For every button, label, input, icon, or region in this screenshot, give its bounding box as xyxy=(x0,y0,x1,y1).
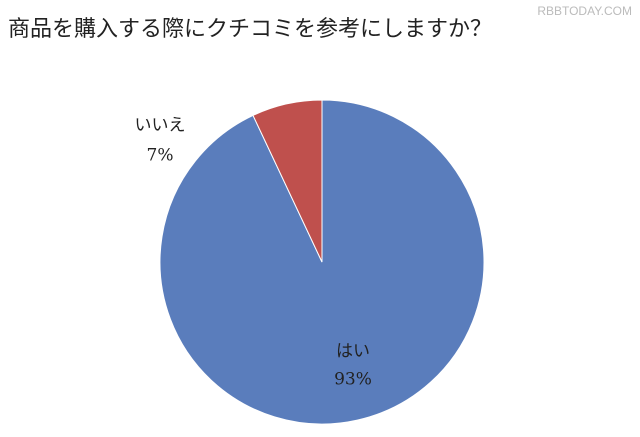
watermark: RBBTODAY.COM xyxy=(537,4,632,18)
pie-slice xyxy=(252,99,323,263)
slice-label: はい xyxy=(336,342,370,362)
value-label: 7% xyxy=(147,146,174,166)
chart-title: 商品を購入する際にクチコミを参考にしますか？ xyxy=(8,17,492,42)
slice-label: いいえ xyxy=(135,116,186,136)
value-label: 93% xyxy=(334,370,372,390)
